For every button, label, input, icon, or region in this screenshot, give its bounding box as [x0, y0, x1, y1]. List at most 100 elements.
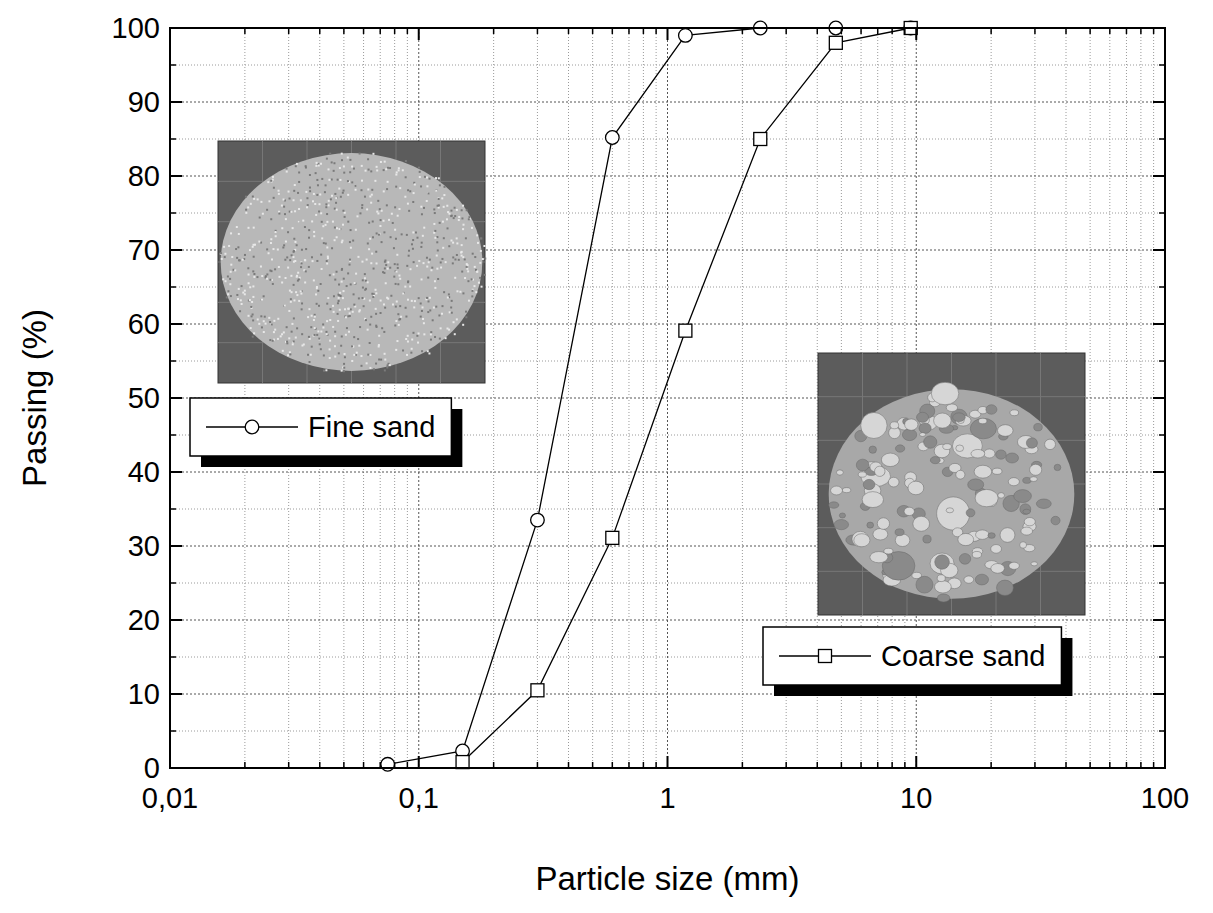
minor-tick	[1034, 762, 1036, 768]
sample-photo	[218, 141, 486, 383]
y-tick-label: 30	[128, 530, 160, 562]
grid-line	[170, 620, 1165, 621]
minor-tick	[655, 28, 657, 34]
tick	[170, 619, 182, 621]
y-tick-label: 100	[112, 12, 160, 44]
y-tick-label: 10	[128, 678, 160, 710]
legend-box	[763, 627, 1061, 685]
minor-grid-line	[1140, 28, 1141, 768]
minor-tick	[343, 762, 345, 768]
minor-tick	[493, 28, 495, 34]
x-axis-title: Particle size (mm)	[535, 860, 799, 897]
y-tick-label: 90	[128, 86, 160, 118]
minor-tick	[1159, 212, 1165, 214]
minor-tick	[568, 762, 570, 768]
minor-tick	[990, 762, 992, 768]
minor-tick	[379, 762, 381, 768]
minor-tick	[1159, 64, 1165, 66]
minor-tick	[742, 762, 744, 768]
tick	[667, 756, 669, 768]
minor-tick	[1159, 656, 1165, 658]
minor-tick	[170, 656, 176, 658]
tick	[1153, 471, 1165, 473]
chart-root: 0,010,11101000102030405060708090100Parti…	[0, 0, 1213, 913]
minor-tick	[841, 762, 843, 768]
minor-grid-line	[537, 28, 538, 768]
minor-tick	[1159, 508, 1165, 510]
tick	[170, 397, 182, 399]
minor-grid-line	[568, 28, 569, 768]
y-tick-label: 50	[128, 382, 160, 414]
tick	[1153, 101, 1165, 103]
x-tick-label: 1	[659, 782, 675, 814]
tick	[170, 175, 182, 177]
minor-tick	[170, 64, 176, 66]
minor-tick	[785, 762, 787, 768]
tick	[418, 756, 420, 768]
minor-tick	[904, 28, 906, 34]
minor-tick	[537, 762, 539, 768]
minor-tick	[612, 28, 614, 34]
tick	[1153, 545, 1165, 547]
data-point	[606, 131, 620, 145]
minor-tick	[592, 28, 594, 34]
minor-tick	[1126, 28, 1128, 34]
data-point	[679, 324, 692, 337]
minor-tick	[288, 762, 290, 768]
tick	[1153, 27, 1165, 29]
data-point	[381, 758, 395, 772]
minor-tick	[1140, 28, 1142, 34]
minor-tick	[628, 762, 630, 768]
minor-tick	[904, 762, 906, 768]
legend: Coarse sand	[763, 627, 1072, 696]
minor-tick	[170, 434, 176, 436]
tick	[170, 545, 182, 547]
minor-tick	[363, 762, 365, 768]
minor-tick	[742, 28, 744, 34]
minor-tick	[170, 730, 176, 732]
minor-tick	[394, 762, 396, 768]
tick	[1153, 397, 1165, 399]
minor-tick	[244, 762, 246, 768]
minor-tick	[1159, 434, 1165, 436]
minor-tick	[1089, 762, 1091, 768]
minor-grid-line	[592, 28, 593, 768]
minor-tick	[343, 28, 345, 34]
minor-tick	[891, 28, 893, 34]
minor-tick	[1159, 582, 1165, 584]
tick	[169, 28, 171, 40]
minor-tick	[407, 28, 409, 34]
chart: 0,010,11101000102030405060708090100Parti…	[0, 0, 1213, 913]
minor-tick	[170, 212, 176, 214]
minor-tick	[643, 28, 645, 34]
x-tick-label: 10	[900, 782, 932, 814]
minor-tick	[244, 28, 246, 34]
data-point	[829, 36, 842, 49]
minor-tick	[817, 762, 819, 768]
minor-tick	[537, 28, 539, 34]
y-tick-label: 40	[128, 456, 160, 488]
minor-tick	[1126, 762, 1128, 768]
minor-tick	[170, 360, 176, 362]
tick	[1164, 756, 1166, 768]
minor-tick	[860, 762, 862, 768]
minor-tick	[407, 762, 409, 768]
tick	[170, 693, 182, 695]
minor-tick	[1034, 28, 1036, 34]
legend-label: Coarse sand	[881, 640, 1045, 672]
x-tick-label: 0,01	[142, 782, 198, 814]
legend: Fine sand	[190, 398, 462, 467]
minor-tick	[628, 28, 630, 34]
data-point	[531, 513, 545, 527]
minor-tick	[877, 28, 879, 34]
minor-tick	[891, 762, 893, 768]
tick	[170, 101, 182, 103]
x-tick-label: 100	[1141, 782, 1189, 814]
data-point	[606, 531, 619, 544]
minor-grid-line	[170, 731, 1165, 732]
grid	[170, 28, 1165, 768]
minor-tick	[1140, 762, 1142, 768]
minor-tick	[643, 762, 645, 768]
minor-tick	[841, 28, 843, 34]
y-tick-label: 80	[128, 160, 160, 192]
